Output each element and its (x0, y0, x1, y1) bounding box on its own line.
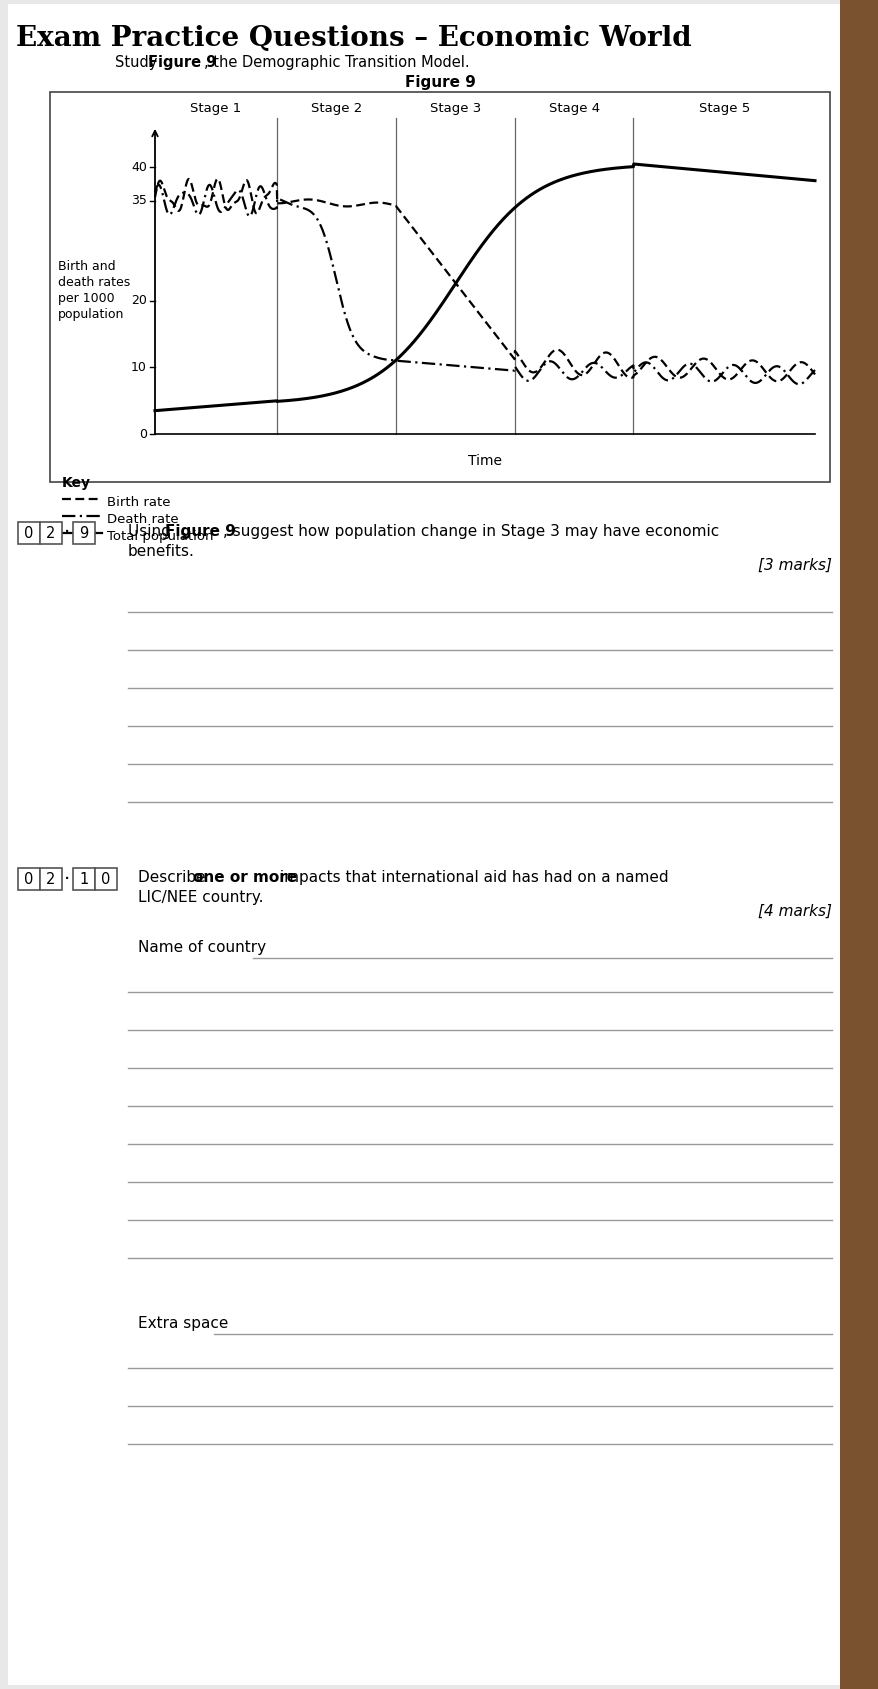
Text: [4 marks]: [4 marks] (757, 904, 831, 919)
Bar (50, 91, 829, 481)
Text: Exam Practice Questions – Economic World: Exam Practice Questions – Economic World (16, 25, 691, 51)
Text: , suggest how population change in Stage 3 may have economic: , suggest how population change in Stage… (223, 524, 718, 539)
Text: Name of country: Name of country (138, 941, 266, 954)
Text: impacts that international aid has had on a named: impacts that international aid has had o… (275, 870, 668, 885)
Text: 0: 0 (25, 525, 33, 540)
Text: Figure 9: Figure 9 (165, 524, 235, 539)
Text: population: population (58, 307, 124, 321)
Text: ·: · (64, 524, 70, 542)
Text: 0: 0 (25, 872, 33, 887)
Text: Figure 9: Figure 9 (404, 74, 475, 90)
FancyBboxPatch shape (95, 868, 117, 890)
Text: 9: 9 (79, 525, 89, 540)
Text: Figure 9: Figure 9 (148, 54, 216, 69)
Text: Time: Time (467, 454, 501, 468)
Text: 40: 40 (131, 160, 147, 174)
FancyBboxPatch shape (40, 522, 62, 544)
Text: Key: Key (62, 476, 91, 490)
Text: Extra space: Extra space (138, 1316, 228, 1331)
Text: Birth rate: Birth rate (107, 497, 170, 508)
Text: 20: 20 (131, 294, 147, 307)
Text: Stage 1: Stage 1 (191, 101, 241, 115)
Text: Birth and: Birth and (58, 260, 116, 274)
Text: Total population: Total population (107, 530, 213, 542)
Text: [3 marks]: [3 marks] (757, 557, 831, 573)
Text: 35: 35 (131, 194, 147, 208)
Text: 2: 2 (47, 525, 55, 540)
Text: , the Demographic Transition Model.: , the Demographic Transition Model. (204, 54, 469, 69)
Text: 0: 0 (139, 427, 147, 441)
Text: ·: · (64, 870, 70, 888)
Text: 2: 2 (47, 872, 55, 887)
Text: death rates: death rates (58, 275, 130, 289)
Text: Stage 4: Stage 4 (548, 101, 599, 115)
Text: Stage 3: Stage 3 (429, 101, 480, 115)
Text: 10: 10 (131, 361, 147, 373)
Text: 0: 0 (101, 872, 111, 887)
Text: Stage 2: Stage 2 (311, 101, 362, 115)
FancyBboxPatch shape (18, 522, 40, 544)
Text: Death rate: Death rate (107, 513, 178, 525)
Text: one or more: one or more (193, 870, 297, 885)
FancyBboxPatch shape (73, 868, 95, 890)
Text: Stage 5: Stage 5 (698, 101, 749, 115)
FancyBboxPatch shape (73, 522, 95, 544)
Text: per 1000: per 1000 (58, 292, 114, 306)
Text: Using: Using (128, 524, 176, 539)
Text: Describe: Describe (138, 870, 210, 885)
Text: LIC/NEE country.: LIC/NEE country. (138, 890, 263, 905)
Text: 1: 1 (79, 872, 89, 887)
FancyBboxPatch shape (18, 868, 40, 890)
FancyBboxPatch shape (40, 868, 62, 890)
Bar (839, 0, 878, 1689)
Text: Study: Study (115, 54, 162, 69)
Text: benefits.: benefits. (128, 544, 195, 559)
